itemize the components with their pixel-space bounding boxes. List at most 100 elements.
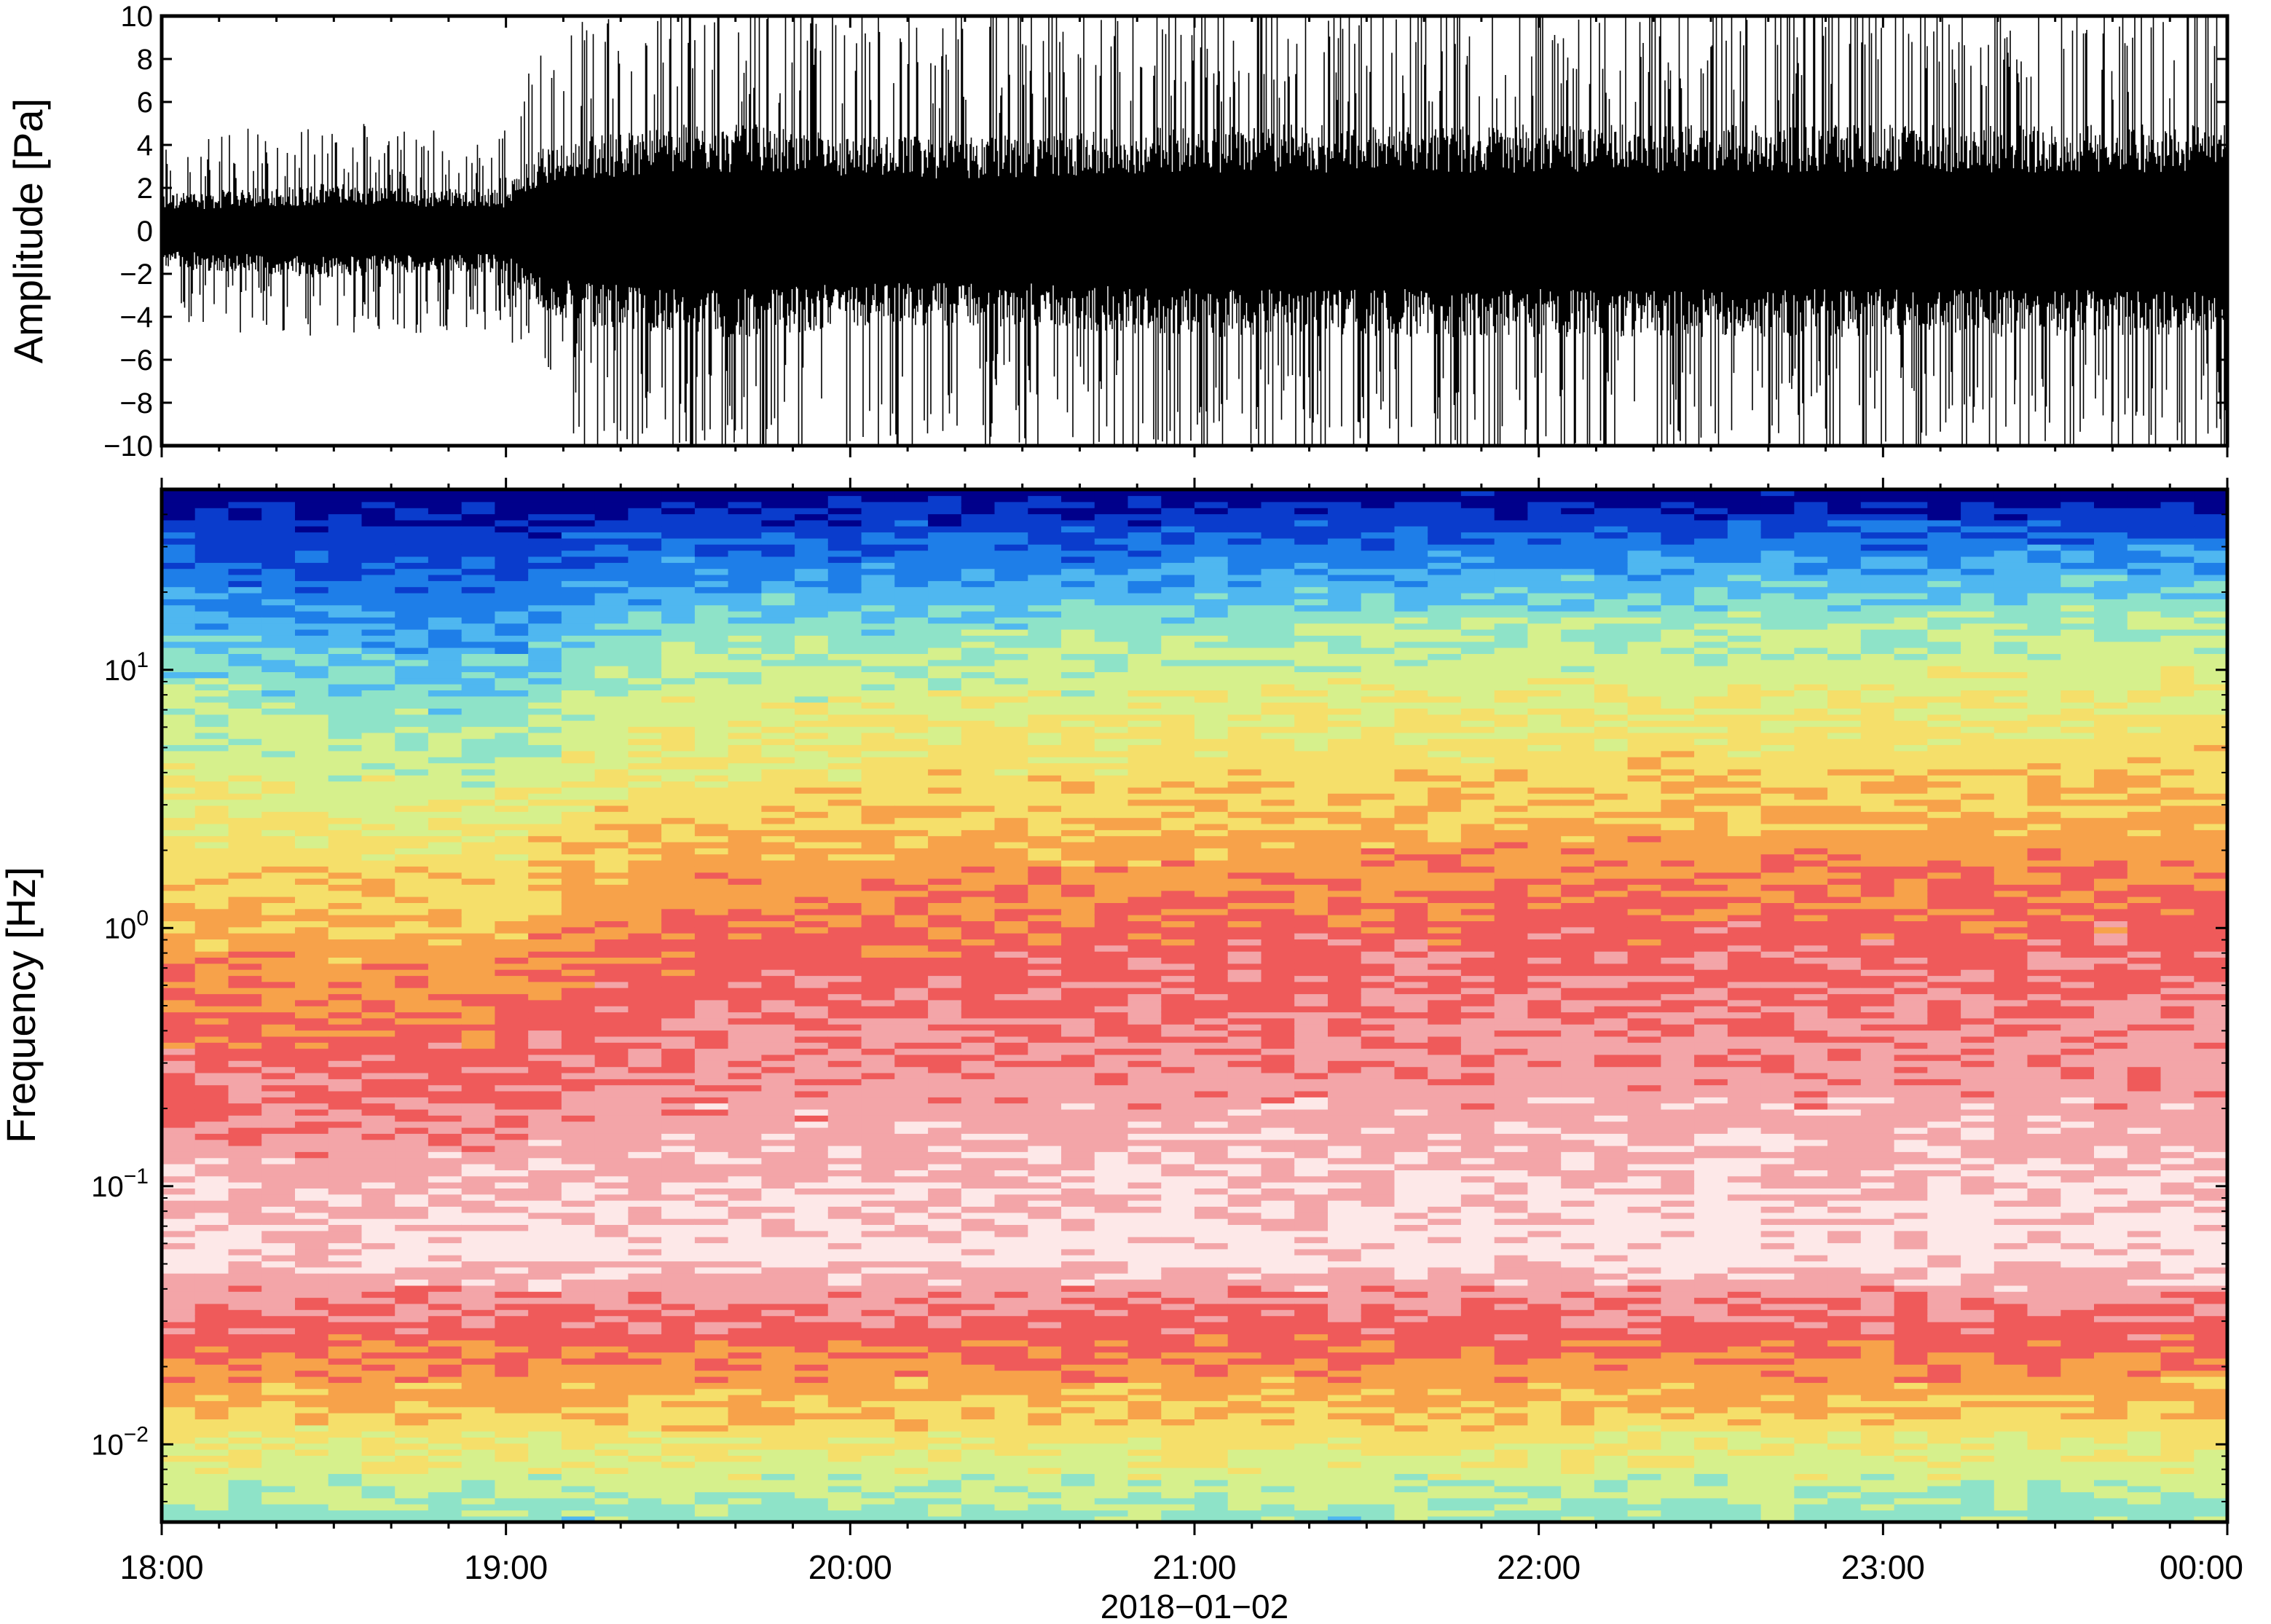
spectrogram-cell bbox=[228, 1108, 262, 1116]
spectrogram-cell bbox=[628, 1388, 662, 1395]
spectrogram-cell bbox=[495, 1510, 529, 1517]
spectrogram-cell bbox=[894, 1212, 929, 1219]
spectrogram-cell bbox=[928, 799, 962, 806]
spectrogram-cell bbox=[395, 926, 429, 934]
spectrogram-cell bbox=[861, 762, 896, 770]
spectrogram-cell bbox=[694, 859, 729, 867]
spectrogram-cell bbox=[328, 1139, 363, 1146]
spectrogram-cell bbox=[194, 519, 229, 527]
spectrogram-cell bbox=[795, 1352, 829, 1359]
spectrogram-cell bbox=[561, 1188, 596, 1195]
spectrogram-cell bbox=[461, 1036, 496, 1043]
spectrogram-cell bbox=[495, 1285, 529, 1292]
spectrogram-cell bbox=[528, 890, 562, 897]
spectrogram-cell bbox=[728, 1255, 763, 1262]
spectrogram-cell bbox=[428, 1261, 463, 1268]
spectrogram-cell bbox=[162, 1090, 196, 1097]
spectrogram-cell bbox=[827, 1163, 862, 1170]
spectrogram-cell bbox=[395, 1042, 429, 1049]
spectrogram-cell bbox=[661, 866, 696, 873]
spectrogram-cell bbox=[928, 1297, 962, 1304]
spectrogram-cell bbox=[994, 1504, 1028, 1511]
spectrogram-cell bbox=[1094, 1461, 1129, 1468]
spectrogram-cell bbox=[528, 1285, 562, 1292]
spectrogram-cell bbox=[495, 1042, 529, 1049]
spectrogram-cell bbox=[894, 896, 929, 903]
spectrogram-cell bbox=[961, 884, 996, 891]
spectrogram-cell bbox=[461, 1218, 496, 1225]
spectrogram-cell bbox=[528, 859, 562, 867]
spectrogram-cell bbox=[594, 957, 629, 964]
spectrogram-cell bbox=[894, 1175, 929, 1183]
spectrogram-cell bbox=[994, 1066, 1028, 1073]
spectrogram-cell bbox=[228, 714, 262, 721]
spectrogram-cell bbox=[795, 1279, 829, 1286]
spectrogram-cell bbox=[894, 1054, 929, 1061]
spectrogram-cell bbox=[994, 1424, 1028, 1432]
spectrogram-cell bbox=[761, 811, 795, 819]
spectrogram-cell bbox=[194, 1048, 229, 1055]
spectrogram-cell bbox=[594, 623, 629, 630]
spectrogram-cell bbox=[228, 641, 262, 648]
spectrogram-cell bbox=[228, 993, 262, 1001]
spectrogram-cell bbox=[194, 1012, 229, 1019]
spectrogram-cell bbox=[228, 1504, 262, 1511]
spectrogram-cell bbox=[295, 532, 329, 539]
spectrogram-cell bbox=[328, 793, 363, 800]
spectrogram-cell bbox=[261, 550, 296, 557]
spectrogram-cell bbox=[561, 1121, 596, 1128]
spectrogram-cell bbox=[1028, 884, 1062, 891]
spectrogram-cell bbox=[495, 501, 529, 508]
spectrogram-cell bbox=[594, 945, 629, 952]
spectrogram-cell bbox=[162, 878, 196, 885]
spectrogram-cell bbox=[628, 501, 662, 508]
spectrogram-cell bbox=[328, 1309, 363, 1317]
spectrogram-cell bbox=[1028, 641, 1062, 648]
spectrogram-cell bbox=[428, 1339, 463, 1347]
spectrogram-cell bbox=[428, 744, 463, 752]
spectrogram-cell bbox=[761, 932, 795, 939]
spectrogram-cell bbox=[928, 1315, 962, 1323]
spectrogram-cell bbox=[228, 945, 262, 952]
spectrogram-cell bbox=[761, 926, 795, 934]
spectrogram-cell bbox=[861, 841, 896, 848]
spectrogram-cell bbox=[428, 1321, 463, 1328]
spectrogram-cell bbox=[1061, 532, 1095, 539]
spectrogram-cell bbox=[361, 519, 395, 527]
spectrogram-cell bbox=[1094, 999, 1129, 1006]
spectrogram-cell bbox=[495, 726, 529, 733]
spectrogram-cell bbox=[428, 1461, 463, 1468]
spectrogram-cell bbox=[561, 1127, 596, 1134]
spectrogram-cell bbox=[328, 950, 363, 958]
spectrogram-cell bbox=[894, 1030, 929, 1037]
spectrogram-cell bbox=[728, 1491, 763, 1499]
spectrogram-cell bbox=[694, 495, 729, 502]
spectrogram-cell bbox=[761, 495, 795, 502]
spectrogram-cell bbox=[928, 1224, 962, 1231]
spectrogram-cell bbox=[428, 1133, 463, 1140]
spectrogram-cell bbox=[1028, 1346, 1062, 1353]
spectrogram-cell bbox=[1061, 1017, 1095, 1025]
spectrogram-cell bbox=[528, 1394, 562, 1401]
spectrogram-cell bbox=[361, 1279, 395, 1286]
spectrogram-cell bbox=[928, 945, 962, 952]
spectrogram-cell bbox=[1061, 1060, 1095, 1068]
spectrogram-cell bbox=[495, 1328, 529, 1335]
spectrogram-cell bbox=[861, 1097, 896, 1104]
spectrogram-cell bbox=[628, 1376, 662, 1383]
spectrogram-cell bbox=[395, 1279, 429, 1286]
spectrogram-cell bbox=[594, 950, 629, 958]
spectrogram-cell bbox=[1061, 945, 1095, 952]
spectrogram-cell bbox=[761, 1388, 795, 1395]
spectrogram-cell bbox=[1094, 1103, 1129, 1110]
spectrogram-cell bbox=[162, 775, 196, 782]
spectrogram-cell bbox=[194, 859, 229, 867]
spectrogram-cell bbox=[295, 1315, 329, 1323]
spectrogram-cell bbox=[1094, 1030, 1129, 1037]
spectrogram-cell bbox=[561, 829, 596, 837]
spectrogram-cell bbox=[361, 781, 395, 788]
spectrogram-cell bbox=[994, 1455, 1028, 1462]
spectrogram-cell bbox=[561, 775, 596, 782]
spectrogram-cell bbox=[261, 1006, 296, 1013]
spectrogram-cell bbox=[528, 550, 562, 557]
